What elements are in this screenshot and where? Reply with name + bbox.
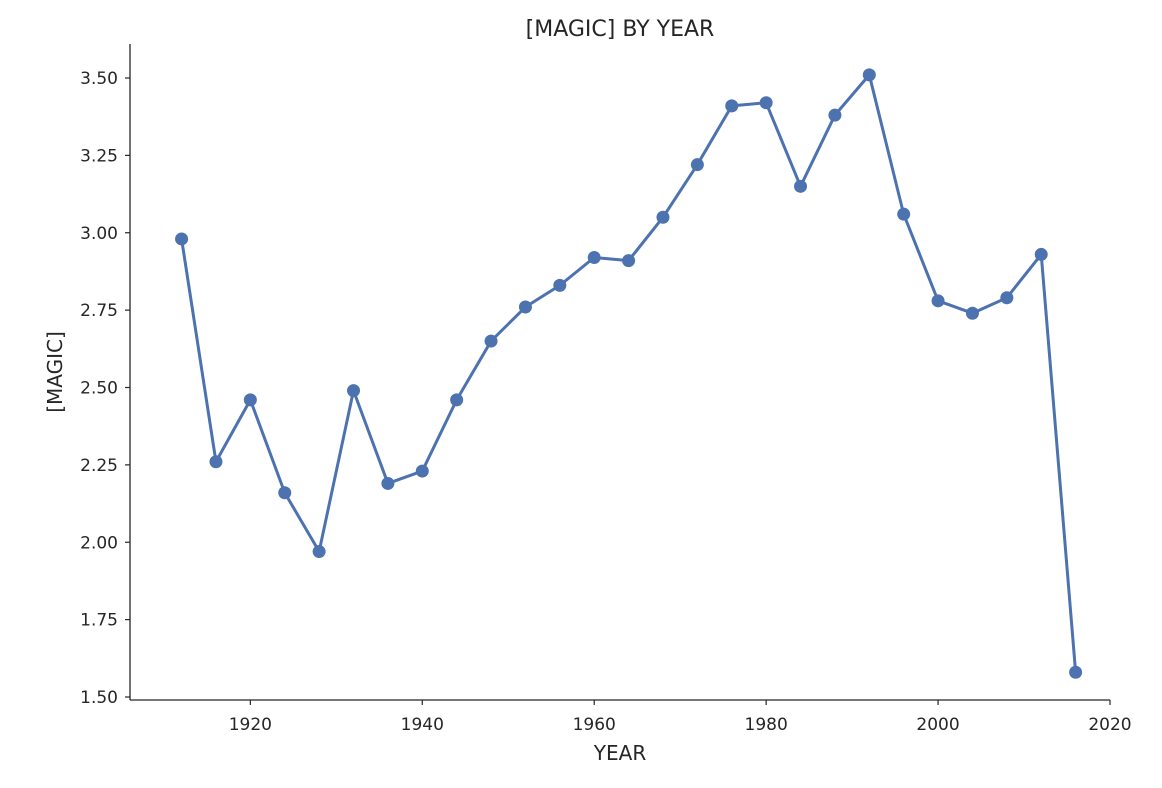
y-tick-label: 3.50 bbox=[80, 69, 118, 89]
y-tick-label: 1.50 bbox=[80, 688, 118, 708]
data-point bbox=[622, 254, 636, 268]
x-tick-label: 1920 bbox=[229, 715, 272, 735]
data-point bbox=[1069, 665, 1083, 679]
data-point bbox=[1000, 291, 1014, 305]
chart-title: [MAGIC] BY YEAR bbox=[526, 17, 715, 42]
data-point bbox=[862, 68, 876, 82]
x-axis-ticks: 1920 1940 1960 1980 2000 2020 bbox=[229, 700, 1132, 735]
y-tick-label: 2.00 bbox=[80, 533, 118, 553]
data-point bbox=[690, 158, 704, 172]
x-tick-label: 1940 bbox=[401, 715, 444, 735]
y-axis-label: [MAGIC] bbox=[43, 331, 67, 413]
plot-area bbox=[175, 68, 1083, 679]
data-point bbox=[1034, 247, 1048, 261]
data-point bbox=[347, 384, 361, 398]
data-point bbox=[587, 251, 601, 265]
data-point bbox=[725, 99, 739, 113]
y-axis-ticks: 1.50 1.75 2.00 2.25 2.50 2.75 3.00 3.25 3.50 bbox=[80, 69, 130, 708]
x-tick-label: 1980 bbox=[745, 715, 788, 735]
x-tick-label: 1960 bbox=[573, 715, 616, 735]
y-tick-label: 2.25 bbox=[80, 456, 118, 476]
data-point bbox=[278, 486, 292, 500]
data-point bbox=[931, 294, 945, 308]
data-point bbox=[794, 179, 808, 193]
data-point bbox=[484, 334, 498, 348]
series-line bbox=[180, 73, 1078, 673]
data-point bbox=[415, 464, 429, 478]
data-point bbox=[656, 210, 670, 224]
y-tick-label: 2.75 bbox=[80, 301, 118, 321]
data-point bbox=[553, 278, 567, 292]
data-point bbox=[312, 545, 326, 559]
data-point bbox=[243, 393, 257, 407]
y-tick-label: 2.50 bbox=[80, 379, 118, 399]
y-tick-label: 3.25 bbox=[80, 146, 118, 166]
data-point bbox=[518, 300, 532, 314]
y-tick-label: 1.75 bbox=[80, 611, 118, 631]
data-point bbox=[897, 207, 911, 221]
data-point bbox=[175, 232, 189, 246]
data-point bbox=[965, 306, 979, 320]
data-point bbox=[759, 96, 773, 110]
x-tick-label: 2000 bbox=[916, 715, 959, 735]
y-tick-label: 3.00 bbox=[80, 224, 118, 244]
data-point bbox=[209, 455, 223, 469]
x-axis-label: YEAR bbox=[593, 741, 647, 765]
data-point bbox=[828, 108, 842, 122]
x-tick-label: 2020 bbox=[1088, 715, 1131, 735]
data-point bbox=[381, 476, 395, 490]
data-point bbox=[450, 393, 464, 407]
